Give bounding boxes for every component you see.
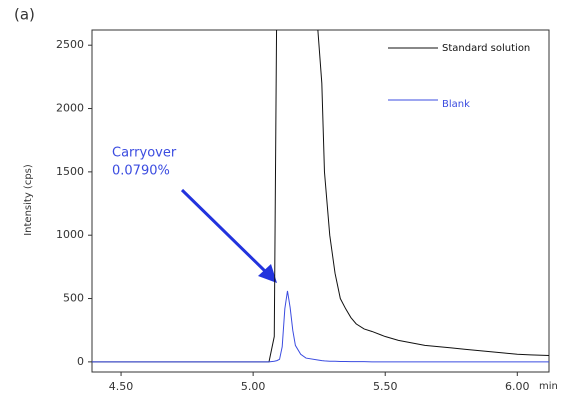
legend-label: Blank bbox=[442, 99, 470, 110]
plot-frame bbox=[91, 29, 550, 373]
y-tick-label: 2500 bbox=[56, 38, 84, 51]
y-tick-label: 0 bbox=[77, 355, 84, 368]
annotation-line: 0.0790% bbox=[112, 164, 170, 179]
y-tick-label: 1500 bbox=[56, 165, 84, 178]
annotation-arrow-head bbox=[258, 264, 277, 283]
series-line bbox=[92, 290, 549, 363]
y-axis-label: Intensity (cps) bbox=[23, 164, 34, 236]
x-axis-label: min bbox=[539, 381, 558, 392]
x-tick-label: 6.00 bbox=[505, 380, 530, 393]
y-tick-label: 500 bbox=[63, 292, 84, 305]
x-tick-label: 4.50 bbox=[109, 380, 134, 393]
annotation-arrow-shaft bbox=[180, 188, 270, 276]
annotation-line: Carryover bbox=[112, 146, 177, 161]
legend-label: Standard solution bbox=[442, 43, 530, 54]
x-tick-label: 5.00 bbox=[241, 380, 266, 393]
plot-area bbox=[92, 30, 549, 363]
y-tick-label: 2000 bbox=[56, 102, 84, 115]
x-tick-label: 5.50 bbox=[373, 380, 398, 393]
panel-label: (a) bbox=[14, 6, 35, 24]
series-line bbox=[92, 30, 549, 363]
y-tick-label: 1000 bbox=[56, 228, 84, 241]
